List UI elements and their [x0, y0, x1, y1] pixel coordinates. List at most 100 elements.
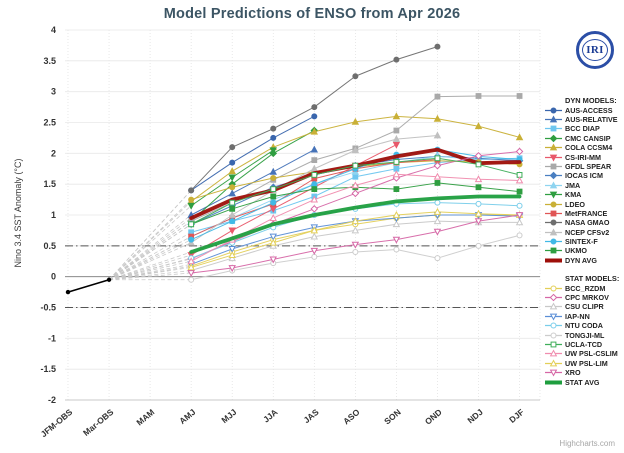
legend-label: COLA CCSM4 [565, 143, 613, 153]
legend-label: STAT AVG [565, 377, 600, 387]
legend-item-uw-psl-lim[interactable]: UW PSL-LIM [544, 359, 624, 368]
series-stat-avg [189, 194, 522, 254]
legend-label: UCLA-TCD [565, 339, 603, 349]
legend-label: BCC DIAP [565, 124, 600, 134]
legend-label: UW PSL-CSLIM [565, 349, 618, 359]
legend-label: CSU CLIPR [565, 302, 604, 312]
svg-text:-0.5: -0.5 [40, 303, 56, 313]
legend-marker-none [545, 258, 562, 263]
legend-item-tongji-ml[interactable]: TONGJI-ML [544, 330, 624, 340]
legend-item-sintex-f[interactable]: SINTEX-F [544, 237, 624, 246]
legend-item-bcc-diap[interactable]: BCC DIAP [544, 124, 624, 133]
legend-item-ntu-coda[interactable]: NTU CODA [544, 321, 624, 330]
legend-item-metfrance[interactable]: MetFRANCE [544, 209, 624, 218]
legend-item-dyn-avg[interactable]: DYN AVG [544, 256, 624, 265]
legend-marker-circle [545, 322, 562, 329]
legend-label: BCC_RZDM [565, 283, 606, 293]
legend-label: JMA [565, 180, 581, 190]
highcharts-credit-link[interactable]: Highcharts.com [559, 439, 615, 448]
legend-item-cs-iri-mm[interactable]: CS-IRI-MM [544, 152, 624, 162]
legend-item-stat-avg[interactable]: STAT AVG [544, 377, 624, 387]
legend-label: KMA [565, 190, 582, 200]
legend-label: SINTEX-F [565, 237, 598, 247]
svg-text:1.5: 1.5 [43, 179, 56, 189]
legend-marker-circle [545, 285, 562, 292]
legend-marker-circle [545, 238, 562, 245]
legend-label: NASA GMAO [565, 218, 610, 228]
legend-label: IAP-NN [565, 311, 590, 321]
svg-text:ASO: ASO [341, 407, 362, 427]
legend-marker-circle [545, 107, 562, 114]
svg-text:0.5: 0.5 [43, 241, 56, 251]
series-nasa-gmao [188, 43, 441, 194]
legend-label: CPC MRKOV [565, 293, 609, 303]
legend-label: CMC CANSIP [565, 133, 611, 143]
legend-item-csu-clipr[interactable]: CSU CLIPR [544, 302, 624, 311]
legend-label: LDEO [565, 199, 585, 209]
legend-marker-square [545, 125, 562, 132]
svg-text:2: 2 [51, 148, 56, 158]
legend-marker-circle [545, 332, 562, 339]
svg-text:0: 0 [51, 272, 56, 282]
legend-item-uw-psl-cslim[interactable]: UW PSL-CSLIM [544, 349, 624, 358]
svg-text:2.5: 2.5 [43, 118, 56, 128]
series-ncep-cfsv2 [187, 131, 442, 246]
svg-text:AMJ: AMJ [177, 407, 197, 426]
legend-label: AUS-ACCESS [565, 105, 613, 115]
legend-dyn-items: AUS-ACCESS AUS-RELATIVE BCC DIAP CMC CANSIP… [544, 105, 624, 265]
legend-item-xro[interactable]: XRO [544, 368, 624, 377]
fan-lines [108, 190, 192, 281]
legend-item-ukmo[interactable]: UKMO [544, 246, 624, 255]
legend-item-gfdl-spear[interactable]: GFDL SPEAR [544, 162, 624, 171]
legend-item-aus-access[interactable]: AUS-ACCESS [544, 105, 624, 115]
legend-item-cola-ccsm4[interactable]: COLA CCSM4 [544, 143, 624, 152]
legend-item-iocas-icm[interactable]: IOCAS ICM [544, 171, 624, 180]
legend-marker-triangle-down [545, 313, 562, 321]
legend-marker-triangle-down [545, 369, 562, 377]
legend-item-aus-relative[interactable]: AUS-RELATIVE [544, 115, 624, 124]
legend-marker-triangle-down [545, 154, 562, 162]
legend-item-jma[interactable]: JMA [544, 181, 624, 190]
legend-marker-diamond [545, 172, 562, 180]
legend-marker-triangle [545, 228, 562, 236]
legend-marker-circle [545, 219, 562, 226]
legend-marker-none [545, 380, 562, 385]
legend-label: DYN AVG [565, 255, 597, 265]
legend-marker-diamond [545, 134, 562, 143]
legend-label: NCEP CFSv2 [565, 227, 610, 237]
svg-text:4: 4 [51, 25, 56, 35]
legend-item-cpc-mrkov[interactable]: CPC MRKOV [544, 293, 624, 302]
legend-item-kma[interactable]: KMA [544, 190, 624, 199]
legend-item-ldeo[interactable]: LDEO [544, 199, 624, 209]
legend-marker-triangle [545, 349, 562, 357]
legend-marker-triangle [545, 143, 562, 151]
svg-text:JAS: JAS [301, 407, 320, 426]
legend: DYN MODELS: AUS-ACCESS AUS-RELATIVE BCC DI… [544, 96, 624, 387]
legend-label: CS-IRI-MM [565, 152, 601, 162]
svg-text:JJA: JJA [261, 407, 279, 425]
legend-label: IOCAS ICM [565, 171, 603, 181]
legend-stat-header: STAT MODELS: [565, 274, 620, 284]
svg-text:DJF: DJF [507, 407, 526, 425]
svg-text:JFM-OBS: JFM-OBS [39, 407, 75, 439]
legend-marker-square [545, 341, 562, 348]
legend-marker-triangle [545, 115, 562, 123]
legend-item-ncep-cfsv2[interactable]: NCEP CFSv2 [544, 227, 624, 237]
legend-item-iap-nn[interactable]: IAP-NN [544, 312, 624, 321]
legend-marker-diamond [545, 293, 562, 302]
legend-item-nasa-gmao[interactable]: NASA GMAO [544, 218, 624, 227]
legend-label: UW PSL-LIM [565, 358, 608, 368]
legend-label: UKMO [565, 246, 587, 256]
legend-item-ucla-tcd[interactable]: UCLA-TCD [544, 340, 624, 349]
svg-text:Mar-OBS: Mar-OBS [81, 407, 116, 438]
legend-item-cmc-cansip[interactable]: CMC CANSIP [544, 134, 624, 143]
legend-label: NTU CODA [565, 321, 603, 331]
svg-text:3.5: 3.5 [43, 56, 56, 66]
legend-dyn-header: DYN MODELS: [565, 96, 617, 105]
legend-item-bcc-rzdm[interactable]: BCC_RZDM [544, 283, 624, 293]
legend-marker-triangle [545, 302, 562, 310]
svg-text:-2: -2 [48, 395, 56, 405]
legend-marker-circle [545, 201, 562, 207]
y-axis-title: Nino 3.4 SST Anomaly (°C) [13, 158, 23, 268]
